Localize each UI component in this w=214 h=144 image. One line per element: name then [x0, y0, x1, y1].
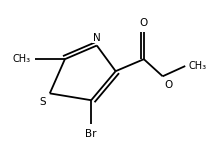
Text: N: N [93, 33, 101, 43]
Text: CH₃: CH₃ [13, 54, 31, 64]
Text: O: O [140, 18, 148, 28]
Text: Br: Br [85, 129, 97, 139]
Text: O: O [165, 80, 173, 90]
Text: S: S [39, 97, 46, 107]
Text: CH₃: CH₃ [189, 61, 207, 71]
